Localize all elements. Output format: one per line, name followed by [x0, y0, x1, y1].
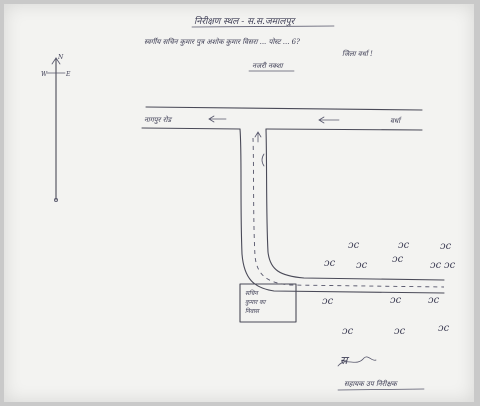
tree-symbol: ɔc: [356, 260, 368, 271]
tree-symbol: ɔc: [438, 323, 450, 334]
house-block: सचिन कुमार का निवास: [239, 283, 297, 323]
header-subtitle-2: जिला वर्धा !: [342, 49, 373, 58]
compass-west: W: [41, 71, 48, 78]
tree-symbol: ɔc: [324, 258, 336, 269]
tree-symbol: ɔc: [428, 295, 440, 306]
tree-symbol: ɔc: [398, 240, 410, 251]
compass-north: N: [57, 54, 64, 61]
lane-curve-mark: [261, 153, 265, 167]
tree-symbol: ɔc: [348, 240, 360, 251]
title-underline: [191, 25, 335, 28]
signature-mark: स: [340, 354, 350, 367]
signature-name: सहायक उप निरीक्षक: [344, 379, 398, 388]
signature-underline: [337, 388, 425, 391]
house-label-1: सचिन: [245, 289, 259, 297]
lane-left-edge: [239, 128, 445, 294]
road-arrow-right-icon: [318, 116, 340, 124]
road-label-left: नागपुर रोड: [144, 115, 172, 124]
tree-symbol: ɔc: [342, 326, 354, 337]
house-label-3: निवास: [245, 307, 261, 315]
road-top-edge: [145, 106, 423, 111]
site-map-drawing: निरीक्षण स्थल - स.स.जमालपुर स्वर्गीय सचि…: [41, 15, 456, 391]
lane-arrow-up-icon: [254, 131, 262, 143]
road-bottom-edge-left: [141, 127, 241, 130]
main-road: नागपुर रोड वर्धा: [141, 106, 423, 131]
north-compass: N W E: [41, 54, 71, 202]
tree-symbol: ɔc: [444, 260, 456, 271]
signature-block: स सहायक उप निरीक्षक: [337, 354, 425, 391]
tree-symbol: ɔc: [392, 254, 404, 265]
tree-symbol: ɔc: [394, 326, 406, 337]
lane-centre-dashes: [252, 137, 445, 288]
lane-right-edge: [265, 128, 445, 281]
tree-symbol: ɔc: [440, 241, 452, 252]
tree-symbols: ɔc ɔc ɔc ɔc ɔc ɔc ɔc ɔc ɔc ɔc ɔc ɔc ɔc ɔ…: [322, 240, 456, 337]
signature-scribble: [337, 356, 377, 367]
compass-end: [54, 197, 59, 202]
tree-symbol: ɔc: [322, 296, 334, 307]
road-bottom-edge-right: [265, 128, 423, 131]
sketch-sheet: निरीक्षण स्थल - स.स.जमालपुर स्वर्गीय सचि…: [4, 4, 474, 402]
tree-symbol: ɔc: [390, 295, 402, 306]
header-title: निरीक्षण स्थल - स.स.जमालपुर: [194, 15, 297, 27]
compass-east: E: [65, 71, 71, 78]
road-arrow-left-icon: [208, 115, 227, 123]
house-outline: [239, 283, 297, 323]
map-heading: नजरी नक्शा: [252, 61, 284, 70]
header-subtitle: स्वर्गीय सचिन कुमार पुत्र अशोक कुमार विस…: [144, 37, 300, 46]
road-label-right: वर्धा: [390, 116, 402, 125]
side-lane: [239, 128, 445, 294]
house-label-2: कुमार का: [245, 299, 267, 306]
north-arrowhead-icon: [51, 57, 61, 65]
tree-symbol: ɔc: [430, 260, 442, 271]
